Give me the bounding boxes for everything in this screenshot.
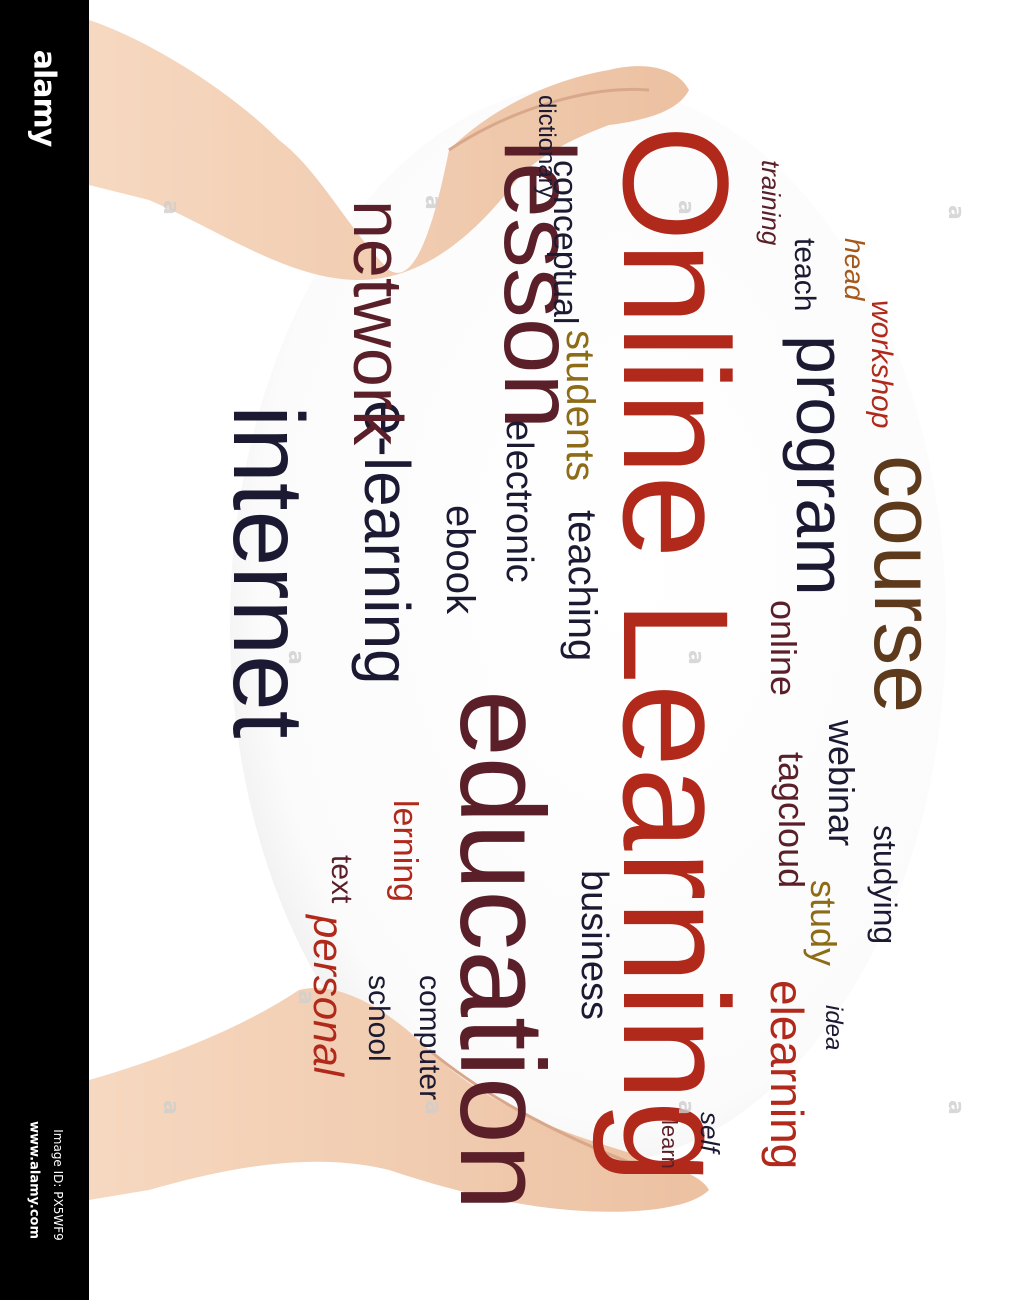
- word-training: training: [756, 160, 786, 246]
- word-webinar: webinar: [821, 719, 862, 846]
- site-url-text: www.alamy.com: [26, 1120, 42, 1240]
- word-studying: studying: [867, 825, 903, 944]
- word-self: self: [695, 1112, 725, 1155]
- word-elearning: elearning: [761, 980, 813, 1169]
- word-electronic: electronic: [498, 420, 540, 583]
- watermark-letter: a: [683, 650, 708, 665]
- word-online-learning: Online Learning: [592, 125, 760, 1184]
- watermark-letter: a: [420, 195, 445, 210]
- top-hand: [89, 20, 689, 280]
- bottom-hand: [89, 988, 709, 1212]
- watermark-letter: a: [943, 1100, 968, 1115]
- watermark-letter: a: [293, 990, 318, 1005]
- word-course: course: [856, 455, 952, 713]
- watermark-sidebar: alamy Image ID: PX5WF9 www.alamy.com: [0, 0, 89, 1300]
- word-lerning: lerning: [386, 800, 424, 902]
- sphere: [230, 85, 946, 1165]
- alamy-logo: alamy: [26, 49, 62, 147]
- word-tagcloud: tagcloud: [771, 752, 812, 888]
- photo-stage: Online Learning lesson education internet co…: [89, 0, 1028, 1300]
- word-lesson: lesson: [483, 140, 595, 429]
- word-text: text: [325, 855, 358, 904]
- word-e-learning: e-learning: [351, 400, 423, 685]
- word-teaching: teaching: [560, 510, 604, 661]
- watermark-letter: a: [158, 200, 183, 215]
- word-school: school: [362, 975, 395, 1062]
- watermark-letter: a: [420, 1100, 445, 1115]
- watermark-letter: a: [158, 1100, 183, 1115]
- word-learn: learn: [657, 1120, 682, 1169]
- watermark-letter: a: [283, 650, 308, 665]
- word-students: students: [558, 330, 602, 481]
- word-network: network: [339, 200, 417, 446]
- word-head: head: [839, 238, 870, 302]
- word-computer: computer: [413, 975, 446, 1100]
- word-online: online: [763, 600, 804, 696]
- word-program: program: [782, 335, 860, 596]
- watermark-letter: a: [943, 205, 968, 220]
- word-dictionary: dictionary: [533, 95, 560, 198]
- word-teach: teach: [788, 238, 821, 311]
- word-business: business: [573, 870, 615, 1020]
- image-id-text: Image ID: PX5WF9: [51, 1129, 65, 1241]
- word-workshop: workshop: [865, 300, 898, 428]
- word-ebook: ebook: [438, 505, 482, 615]
- watermark-letter: a: [673, 1100, 698, 1115]
- word-personal: personal: [305, 913, 352, 1078]
- word-conceptual: conceptual: [546, 160, 584, 324]
- word-internet: internet: [212, 405, 324, 739]
- watermark-letter: a: [673, 200, 698, 215]
- word-idea: idea: [820, 1005, 847, 1050]
- word-education: education: [435, 690, 569, 1210]
- word-study: study: [803, 880, 844, 966]
